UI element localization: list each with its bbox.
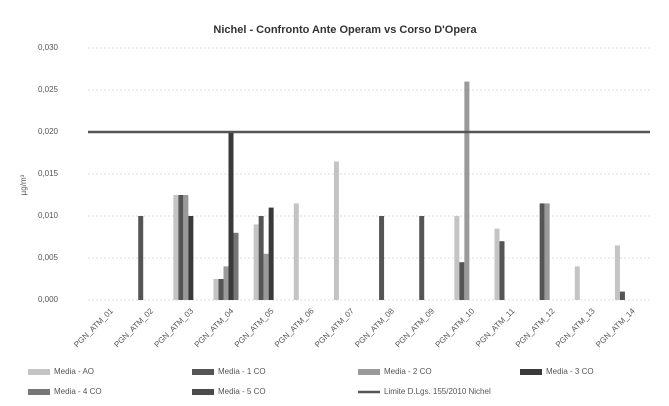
bar — [333, 161, 339, 300]
y-tick-label: 0,020 — [38, 127, 59, 136]
legend-label: Media - AO — [54, 367, 94, 376]
bar — [268, 207, 274, 300]
y-tick-label: 0,015 — [38, 169, 59, 178]
legend-label: Media - 3 CO — [546, 367, 594, 376]
bar — [263, 253, 269, 300]
bar — [454, 216, 460, 300]
y-tick-label: 0,010 — [38, 211, 59, 220]
bar — [499, 241, 505, 300]
bar — [178, 195, 184, 300]
bar — [223, 266, 229, 300]
bar — [574, 266, 580, 300]
bar — [228, 132, 234, 300]
bar — [233, 232, 239, 300]
legend-swatch — [192, 369, 214, 375]
legend-label: Media - 2 CO — [384, 367, 432, 376]
bar — [258, 216, 264, 300]
x-tick-label: PGN_ATM_09 — [393, 306, 436, 349]
x-tick-label: PGN_ATM_12 — [514, 306, 557, 349]
bar — [539, 203, 545, 300]
bar — [218, 279, 224, 300]
x-tick-label: PGN_ATM_04 — [193, 306, 236, 349]
bar — [293, 203, 299, 300]
y-tick-label: 0,005 — [38, 253, 59, 262]
bar — [464, 81, 470, 300]
y-axis-label: µg/m³ — [19, 174, 28, 195]
bar — [138, 216, 144, 300]
x-tick-label: PGN_ATM_08 — [353, 306, 396, 349]
x-tick-label: PGN_ATM_07 — [313, 306, 356, 349]
y-tick-label: 0,025 — [38, 85, 59, 94]
y-tick-label: 0,030 — [38, 43, 59, 52]
legend-label: Media - 5 CO — [218, 387, 266, 396]
bar — [419, 216, 425, 300]
x-tick-label: PGN_ATM_10 — [434, 306, 477, 349]
y-tick-label: 0,000 — [38, 295, 59, 304]
bar — [459, 262, 465, 300]
x-tick-label: PGN_ATM_06 — [273, 306, 316, 349]
legend-swatch — [520, 369, 542, 375]
legend-swatch — [28, 369, 50, 375]
bar — [213, 279, 219, 300]
x-tick-label: PGN_ATM_05 — [233, 306, 276, 349]
x-tick-label: PGN_ATM_13 — [554, 306, 597, 349]
legend-swatch — [28, 389, 50, 395]
chart-title: Nichel - Confronto Ante Operam vs Corso … — [213, 24, 477, 36]
x-tick-label: PGN_ATM_03 — [153, 306, 196, 349]
x-tick-label: PGN_ATM_01 — [72, 306, 115, 349]
x-tick-label: PGN_ATM_02 — [112, 306, 155, 349]
legend-swatch — [192, 389, 214, 395]
bar — [379, 216, 385, 300]
x-tick-label: PGN_ATM_11 — [474, 306, 517, 349]
legend-label: Media - 1 CO — [218, 367, 266, 376]
bar — [183, 195, 189, 300]
bar — [544, 203, 550, 300]
bar — [494, 228, 500, 300]
bar — [619, 291, 625, 300]
x-tick-label: PGN_ATM_14 — [594, 306, 637, 349]
bar — [253, 224, 259, 300]
legend-label: Media - 4 CO — [54, 387, 102, 396]
legend-swatch — [358, 369, 380, 375]
bar — [173, 195, 179, 300]
legend-label: Limite D.Lgs. 155/2010 Nichel — [384, 387, 491, 396]
bar — [614, 245, 620, 300]
bar — [188, 216, 194, 300]
